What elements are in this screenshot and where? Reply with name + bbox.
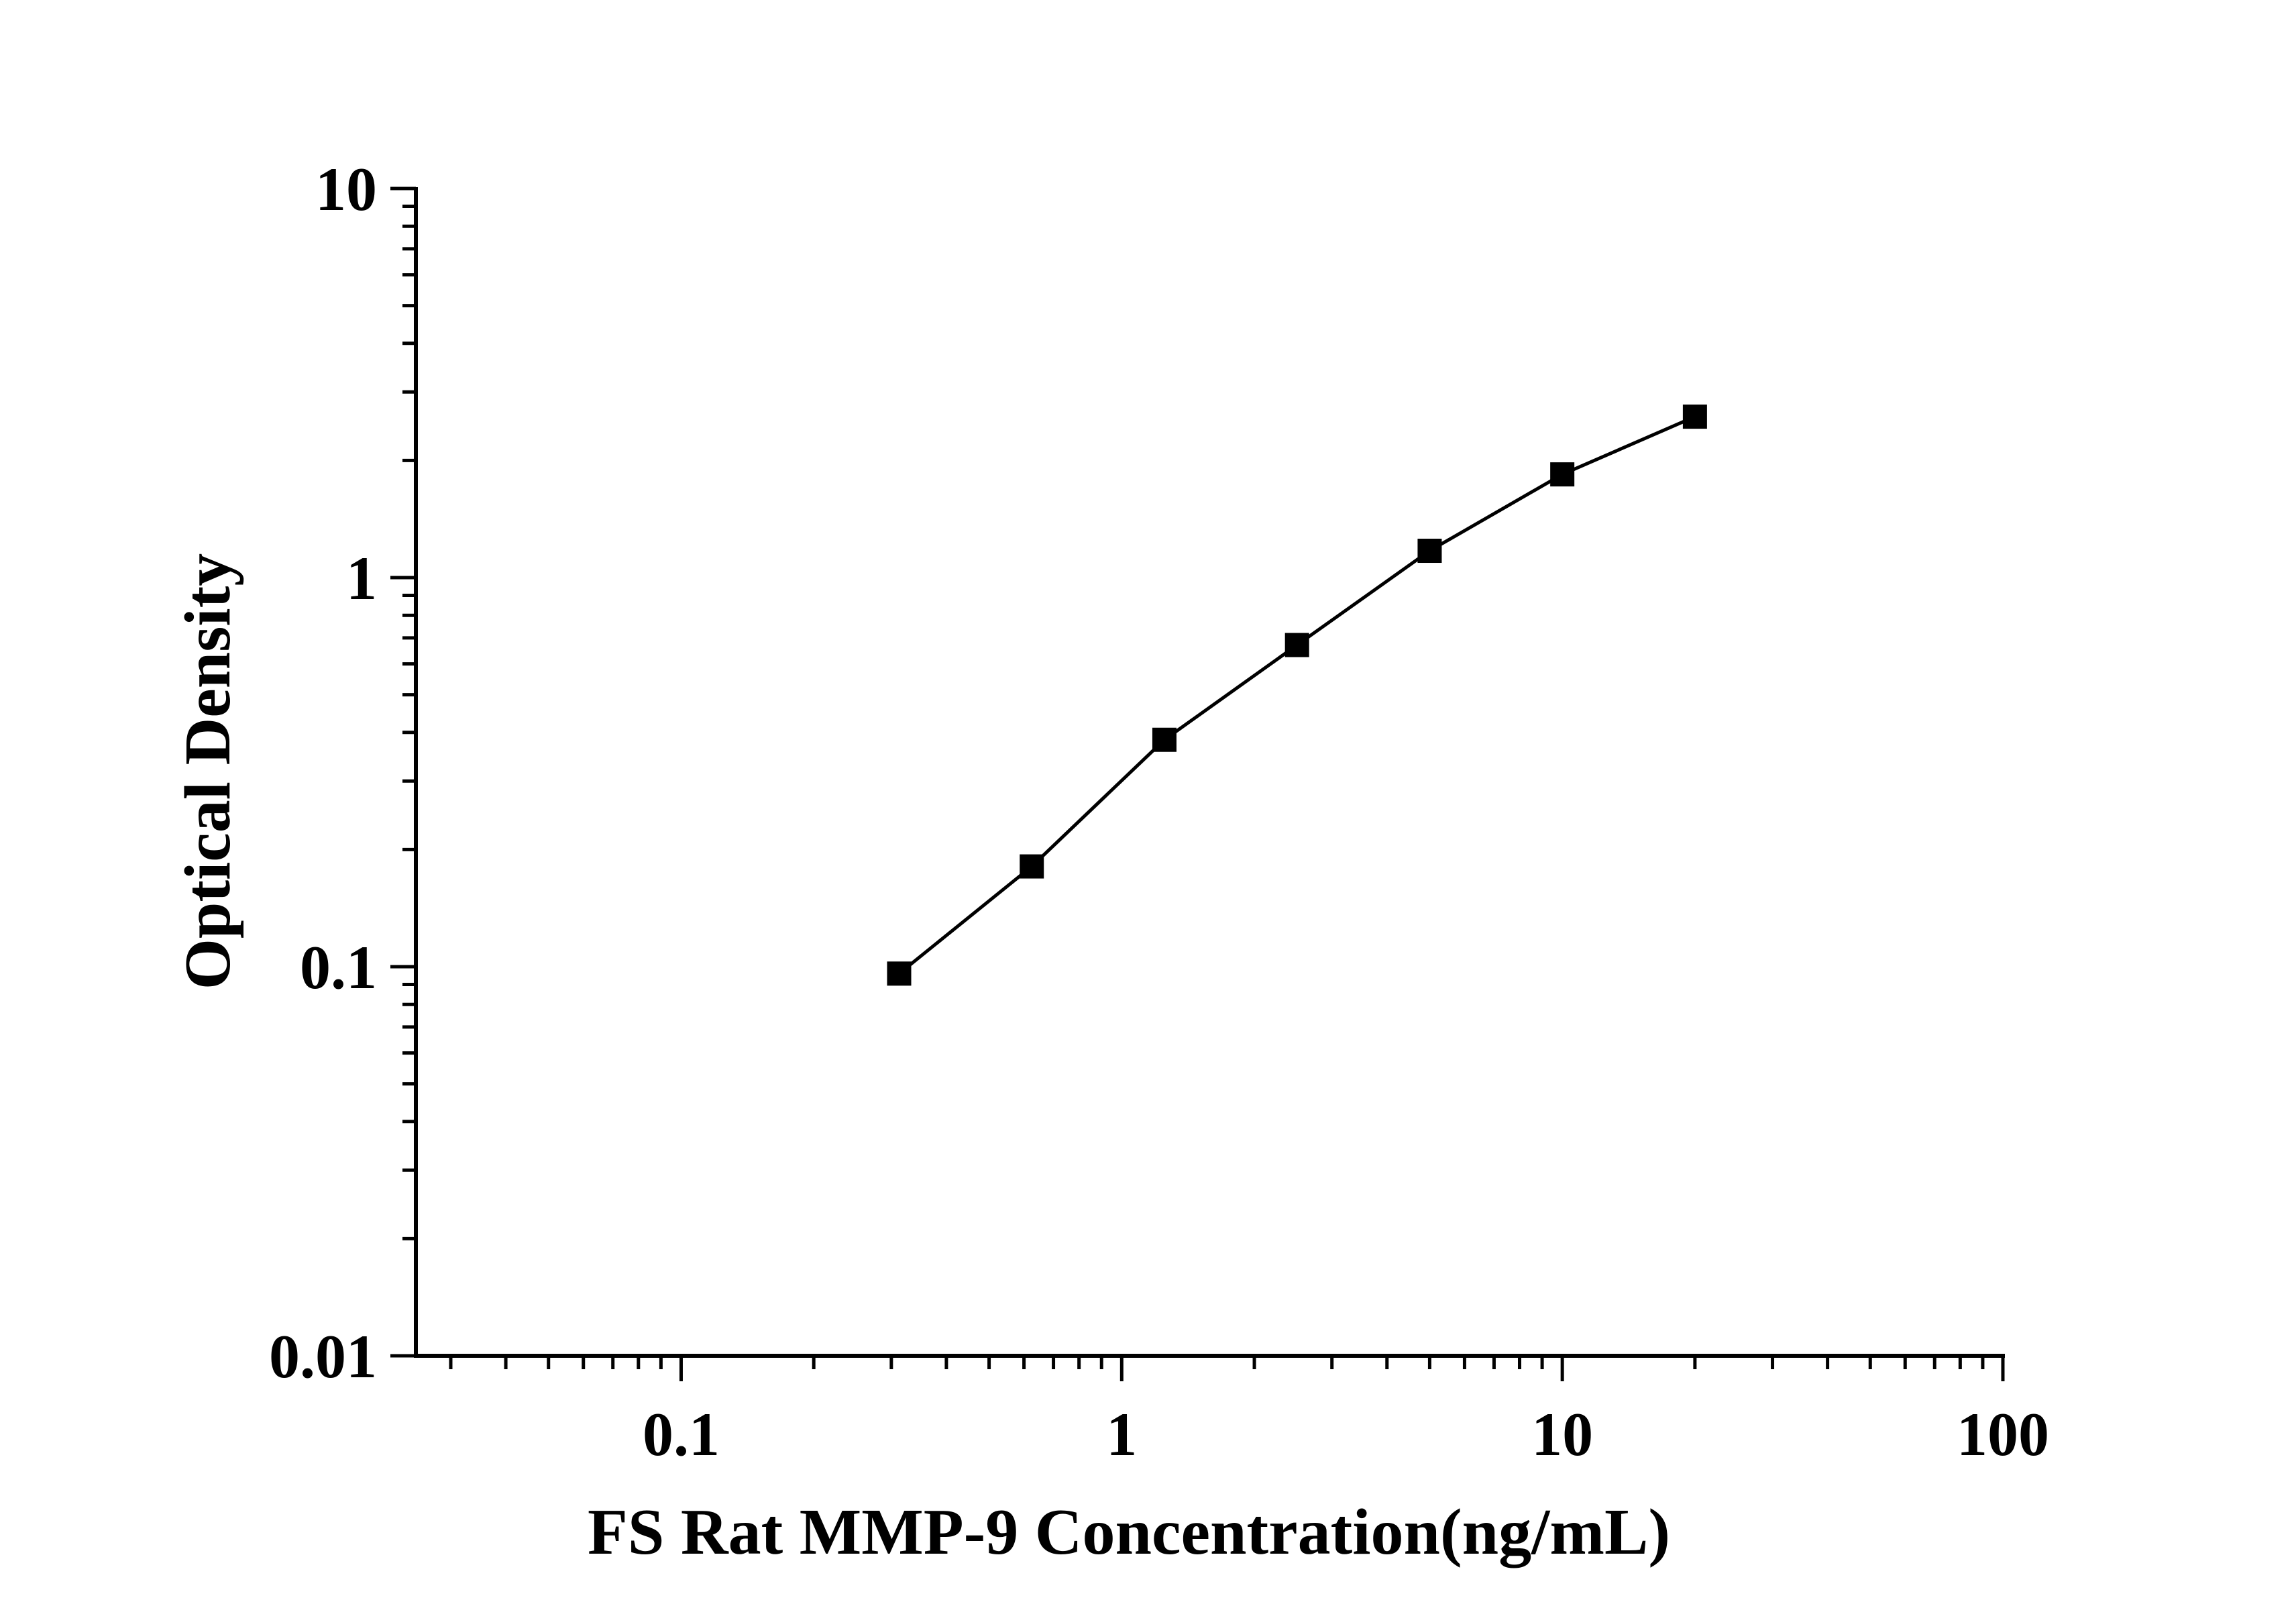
- x-tick-label: 0.1: [643, 1400, 720, 1468]
- y-axis-ticks: 0.01 0.1 1 10: [269, 155, 416, 1391]
- data-point-marker: [1417, 539, 1442, 564]
- data-point-marker: [1682, 405, 1707, 429]
- series-layer: [887, 405, 1707, 986]
- y-tick-label: 0.1: [300, 933, 377, 1002]
- data-point-marker: [887, 961, 912, 986]
- x-tick-label: 1: [1106, 1400, 1137, 1468]
- x-tick-label: 10: [1531, 1400, 1593, 1468]
- data-point-marker: [1020, 854, 1044, 879]
- axes: [414, 187, 2005, 1358]
- data-point-marker: [1152, 727, 1177, 752]
- y-tick-label: 1: [346, 544, 377, 612]
- x-axis-ticks: 0.1 1 10 100: [449, 1356, 2049, 1468]
- y-axis-title: Optical Density: [172, 553, 244, 990]
- data-point-marker: [1284, 633, 1309, 657]
- series-line: [897, 415, 1696, 975]
- x-tick-label: 100: [1957, 1400, 2049, 1468]
- x-axis-title: FS Rat MMP-9 Concentration(ng/mL): [588, 1496, 1670, 1568]
- y-tick-label: 0.01: [269, 1322, 377, 1391]
- y-tick-label: 10: [315, 155, 377, 223]
- data-point-marker: [1550, 462, 1575, 487]
